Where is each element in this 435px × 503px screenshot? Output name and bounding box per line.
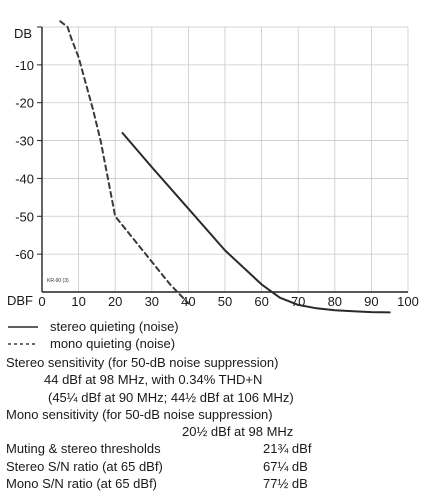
y-tick-label: -20 [15, 96, 34, 111]
spec-value: 67¼ dB [263, 458, 308, 474]
mono-sensitivity-value: 20½ dBf at 98 MHz [182, 424, 294, 440]
legend-label-stereo: stereo quieting (noise) [50, 319, 179, 334]
y-tick-labels: -10 -20 -30 -40 -50 -60 [15, 58, 34, 262]
y-axis-label: DB [14, 26, 32, 41]
y-tick-label: -10 [15, 58, 34, 73]
x-tick-label: 40 [181, 294, 195, 309]
legend-dashed-line-icon [8, 343, 38, 345]
x-tick-label: 20 [108, 294, 122, 309]
spec-label: Stereo S/N ratio (at 65 dBf) [6, 458, 163, 474]
x-axis-label: DBF [7, 293, 33, 308]
y-tick-label: -50 [15, 209, 34, 224]
chart-grid [37, 26, 409, 293]
x-tick-label: 100 [397, 294, 419, 309]
series-line-stereo [121, 132, 391, 314]
x-tick-label: 90 [364, 294, 378, 309]
corner-code: KR-90 (3) [47, 278, 69, 284]
stereo-sensitivity-label: Stereo sensitivity (for 50-dB noise supp… [6, 355, 279, 370]
stereo-sensitivity-extra: (45¼ dBf at 90 MHz; 44½ dBf at 106 MHz) [48, 389, 294, 405]
stereo-sensitivity-value: 44 dBf at 98 MHz, with 0.34% THD+N [44, 372, 263, 388]
spec-label: Muting & stereo thresholds [6, 441, 161, 457]
y-tick-label: -40 [15, 171, 34, 186]
x-tick-label: 80 [328, 294, 342, 309]
quieting-chart: 0 10 20 30 40 50 60 70 80 90 100 -10-20-30-40-50-6… [7, 20, 419, 314]
x-tick-labels: 0 10 20 30 40 50 60 70 80 90 100 [38, 294, 418, 309]
spec-row-muting: Muting & stereo thresholds 21¾ dBf [6, 440, 431, 457]
x-tick-label: 0 [38, 294, 45, 309]
x-tick-label: 30 [145, 294, 159, 309]
spec-label: Mono S/N ratio (at 65 dBf) [6, 476, 158, 492]
legend-solid-line-icon [8, 326, 38, 328]
mono-sensitivity-label: Mono sensitivity (for 50-dB noise suppre… [6, 406, 273, 422]
y-tick-label: -30 [15, 134, 34, 149]
y-tick-label: -60 [15, 247, 34, 262]
legend-label-mono: mono quieting (noise) [50, 336, 176, 351]
x-tick-label: 60 [254, 294, 268, 309]
x-tick-label: 50 [218, 294, 232, 309]
x-tick-label: 10 [71, 294, 85, 309]
spec-value: 21¾ dBf [263, 441, 312, 457]
series-group [59, 20, 391, 314]
spec-value: 77½ dB [263, 476, 308, 492]
series-line-mono [59, 20, 190, 305]
spec-list: Stereo sensitivity (for 50-dB noise supp… [6, 354, 431, 492]
spec-row-mono-sn: Mono S/N ratio (at 65 dBf) 77½ dB [6, 475, 431, 492]
spec-row-stereo-sn: Stereo S/N ratio (at 65 dBf) 67¼ dB [6, 458, 431, 475]
